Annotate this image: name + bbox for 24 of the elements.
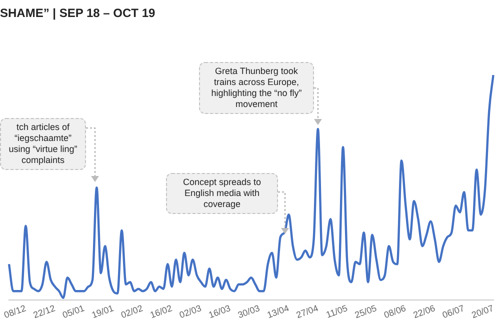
callout-box: Concept spreads to English media with coverage [166, 173, 278, 214]
x-tick-label: 20/07 [470, 303, 495, 320]
x-tick-label: 16/02 [148, 303, 174, 320]
x-tick-label: 05/01 [61, 303, 86, 320]
annotation: tch articles of “iegschaamte” using “virtue ling” complaints [8, 122, 78, 165]
x-tick-label: 02/02 [120, 303, 144, 320]
annotation: Concept spreads to English media with coverage [182, 177, 262, 209]
x-tick-label: 30/03 [236, 303, 262, 320]
x-tick-label: 08/12 [2, 303, 28, 320]
x-tick-label: 13/04 [266, 303, 290, 320]
x-tick-label: 11/05 [324, 303, 349, 320]
callout-box: Greta Thunberg took trains across Europe, highlighting the “no fly” movement [199, 62, 314, 114]
chart-title: SHAME” | SEP 18 – OCT 19 [0, 6, 156, 20]
annotation: Greta Thunberg took trains across Europe, highlighting the “no fly” movement [211, 66, 302, 109]
x-tick-label: 27/04 [294, 303, 320, 320]
x-tick-label: 08/06 [382, 303, 408, 320]
callout-box: tch articles of “iegschaamte” using “virtue ling” complaints [0, 118, 86, 170]
x-tick-label: 16/03 [207, 303, 232, 320]
x-tick-label: 06/07 [441, 303, 466, 320]
x-tick-label: 02/03 [178, 303, 203, 320]
x-tick-label: 25/05 [353, 303, 378, 320]
x-tick-label: 22/12 [32, 303, 56, 320]
x-tick-label: 22/06 [412, 303, 436, 320]
x-tick-label: 19/01 [90, 303, 115, 320]
